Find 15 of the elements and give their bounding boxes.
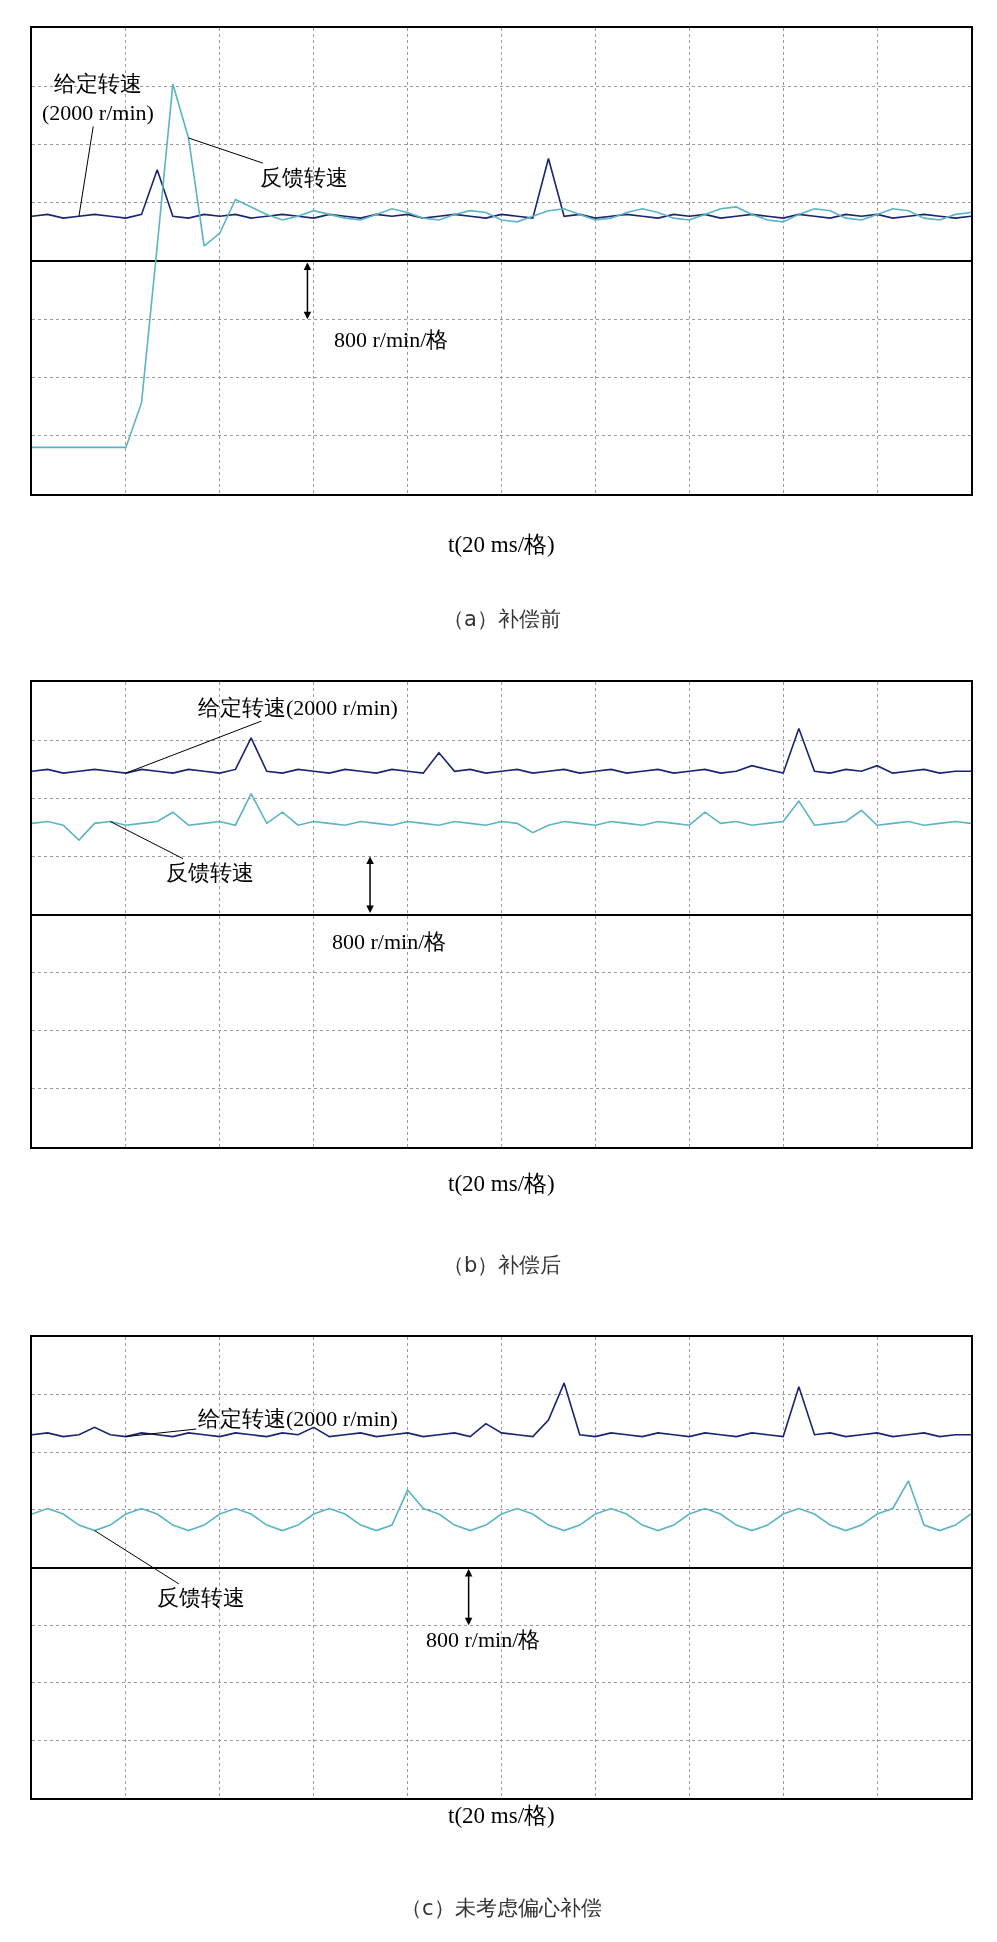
text: （a）补偿前 bbox=[443, 607, 561, 631]
text: 给定转速 (2000 r/min) bbox=[42, 71, 154, 125]
text: 800 r/min/格 bbox=[332, 929, 447, 954]
annotation: 800 r/min/格 bbox=[334, 327, 449, 352]
text: （c）未考虑偏心补偿 bbox=[401, 1896, 602, 1920]
x-axis-title: t(20 ms/格) bbox=[448, 532, 555, 557]
series-label: 给定转速(2000 r/min) bbox=[198, 1406, 398, 1431]
x-axis-title: t(20 ms/格) bbox=[448, 1171, 555, 1196]
series-label: 反馈转速 bbox=[260, 165, 348, 190]
text: 反馈转速 bbox=[157, 1585, 245, 1610]
text: 800 r/min/格 bbox=[426, 1627, 541, 1652]
text: （b）补偿后 bbox=[443, 1253, 562, 1277]
x-axis-title: t(20 ms/格) bbox=[448, 1803, 555, 1828]
text: 给定转速(2000 r/min) bbox=[198, 695, 398, 720]
series-label: 反馈转速 bbox=[166, 860, 254, 885]
